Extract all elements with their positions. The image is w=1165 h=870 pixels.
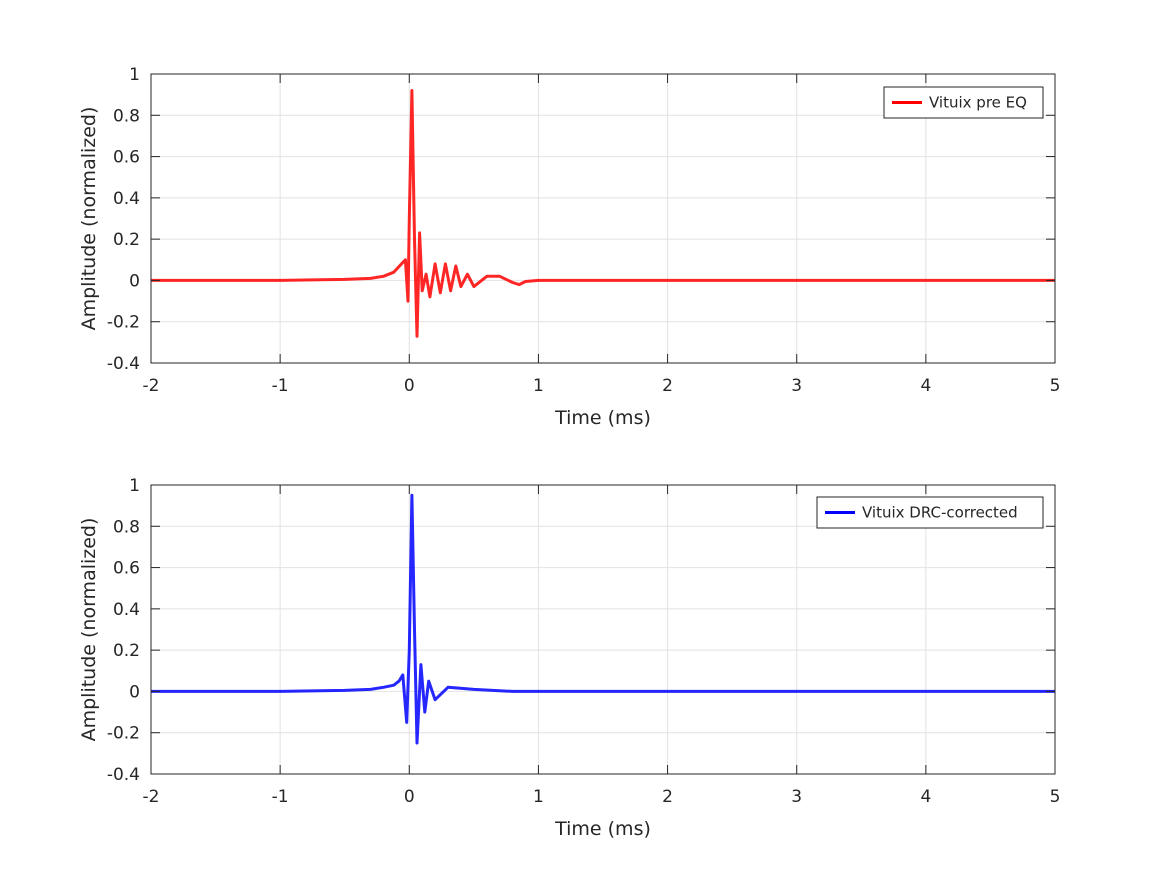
y-tick-label: 0.6	[113, 148, 140, 168]
y-tick-label: 0.4	[113, 189, 140, 209]
y-tick-label: 0.2	[113, 230, 140, 250]
y-tick-label: 0.4	[113, 600, 140, 620]
subplot-1: -2 -1 0 1 2 3 4 5 -0.4 -0.2 0 0.2 0.4 0.6 0.8 1 Time (ms…	[78, 65, 1060, 429]
legend: Vituix pre EQ	[883, 86, 1044, 119]
x-tick-label: 2	[662, 787, 673, 807]
axes-box	[150, 484, 1056, 775]
x-axis-label: Time (ms)	[554, 407, 651, 429]
plot-area	[151, 485, 1055, 774]
y-tick-label: 1	[129, 476, 140, 496]
y-tick-label: 0	[129, 271, 140, 291]
y-tick-label: 0.2	[113, 641, 140, 661]
y-tick-label: 1	[129, 65, 140, 85]
x-tick-label: 1	[533, 376, 544, 396]
legend: Vituix DRC-corrected	[816, 496, 1044, 529]
x-tick-label: 2	[662, 376, 673, 396]
x-tick-label: 4	[920, 376, 931, 396]
y-tick-label: -0.4	[107, 354, 140, 374]
axes-box	[150, 73, 1056, 364]
x-tick-label: 5	[1050, 787, 1061, 807]
x-axis-label: Time (ms)	[554, 818, 651, 840]
subplot-2: -2 -1 0 1 2 3 4 5 -0.4 -0.2 0 0.2 0.4 0.6 0.8 1 Time (ms…	[78, 476, 1060, 840]
y-tick-label: -0.2	[107, 313, 140, 333]
plot-area	[151, 74, 1055, 363]
x-tick-label: 0	[404, 787, 415, 807]
x-tick-label: 0	[404, 376, 415, 396]
y-axis-label: Amplitude (normalized)	[78, 107, 100, 331]
x-tick-label: 5	[1050, 376, 1061, 396]
y-tick-label: 0.8	[113, 106, 140, 126]
series-line-1	[151, 89, 1055, 338]
x-tick-label: -1	[272, 376, 289, 396]
x-tick-label: -2	[143, 787, 160, 807]
series-line-2	[151, 493, 1055, 745]
x-tick-label: 3	[791, 787, 802, 807]
y-axis-label: Amplitude (normalized)	[78, 518, 100, 742]
x-tick-label: 1	[533, 787, 544, 807]
y-tick-label: -0.2	[107, 724, 140, 744]
y-tick-label: 0.8	[113, 517, 140, 537]
x-tick-label: -1	[272, 787, 289, 807]
x-tick-label: 4	[920, 787, 931, 807]
y-tick-label: 0	[129, 682, 140, 702]
x-tick-label: 3	[791, 376, 802, 396]
y-tick-label: 0.6	[113, 559, 140, 579]
legend-label: Vituix pre EQ	[929, 94, 1027, 112]
y-tick-label: -0.4	[107, 765, 140, 785]
x-tick-label: -2	[143, 376, 160, 396]
legend-label: Vituix DRC-corrected	[862, 504, 1018, 522]
